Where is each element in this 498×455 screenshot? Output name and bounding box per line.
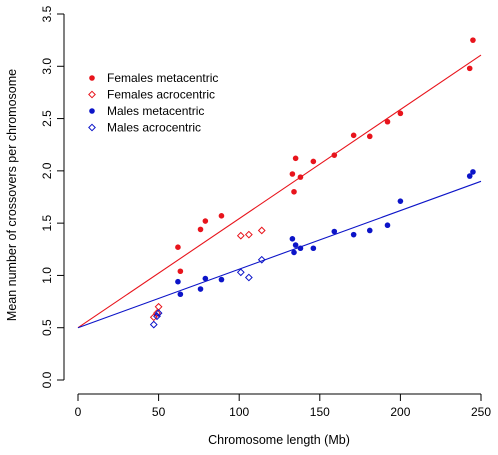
y-tick-label: 0.0 (40, 371, 54, 388)
data-point (297, 245, 304, 252)
axes: 0 50 100 150 200 250 0.0 0.5 1.0 1.5 2.0 2.5 3.0 3.5 (40, 5, 491, 419)
x-tick-label: 150 (310, 405, 330, 419)
data-point (236, 268, 245, 277)
data-point (310, 158, 317, 165)
x-tick-label: 100 (229, 405, 249, 419)
data-point (177, 268, 184, 275)
data-point (397, 110, 404, 117)
y-axis-title: Mean number of crossovers per chromosome (5, 69, 19, 321)
data-point (470, 37, 476, 43)
data-point (331, 228, 338, 235)
data-point (154, 309, 163, 317)
x-tick-label: 50 (152, 405, 166, 419)
data-point (291, 188, 297, 195)
data-point (236, 231, 245, 240)
y-tick-label: 3.0 (40, 58, 54, 75)
data-point (384, 222, 391, 229)
y-tick-label: 3.5 (40, 5, 54, 22)
data-point (289, 171, 296, 177)
legend-label: Females metacentric (107, 71, 218, 85)
data-point (366, 227, 373, 234)
data-point (470, 169, 476, 175)
y-tick-label: 0.5 (40, 319, 54, 336)
data-point (202, 275, 209, 282)
x-tick-label: 0 (75, 405, 82, 419)
data-point (197, 226, 204, 233)
y-tick-label: 1.0 (40, 267, 54, 284)
legend-label: Males acrocentric (107, 121, 201, 135)
x-axis-title: Chromosome length (Mb) (208, 433, 350, 447)
data-point (154, 302, 163, 311)
legend-marker (88, 90, 96, 99)
data-point (197, 286, 204, 292)
data-point (175, 244, 181, 250)
legend-label: Males metacentric (107, 104, 204, 118)
x-tick-label: 250 (471, 405, 491, 419)
data-point (397, 198, 404, 204)
data-point (289, 236, 296, 242)
data-point (244, 230, 253, 239)
data-point (466, 65, 473, 72)
data-point (218, 276, 225, 283)
legend-label: Females acrocentric (107, 88, 215, 102)
data-point (202, 218, 209, 224)
data-point (366, 133, 373, 140)
legend-marker (89, 75, 95, 81)
data-point (466, 173, 473, 179)
legend: Females metacentric Females acrocentric Ma… (88, 71, 218, 135)
legend-marker (89, 108, 95, 114)
data-point (175, 278, 181, 285)
data-point (153, 309, 161, 317)
y-tick-label: 2.0 (40, 162, 54, 179)
data-point (257, 255, 266, 264)
data-point (297, 174, 304, 180)
regression-line (77, 54, 482, 329)
data-point (177, 291, 184, 298)
y-tick-label: 2.5 (40, 110, 54, 127)
data-point (218, 213, 225, 219)
data-point (310, 245, 317, 252)
data-point (292, 155, 299, 162)
data-points (149, 37, 476, 329)
regression-line (77, 180, 482, 329)
data-point (291, 249, 297, 256)
data-point (350, 231, 357, 238)
data-point (149, 320, 158, 329)
data-point (149, 313, 158, 322)
regression-lines (77, 54, 482, 329)
data-point (257, 226, 266, 235)
x-tick-label: 200 (390, 405, 410, 419)
data-point (350, 132, 357, 139)
data-point (292, 242, 299, 248)
data-point (331, 152, 338, 158)
y-tick-label: 1.5 (40, 214, 54, 231)
data-point (244, 273, 253, 282)
data-point (384, 118, 391, 125)
legend-marker (88, 123, 96, 132)
